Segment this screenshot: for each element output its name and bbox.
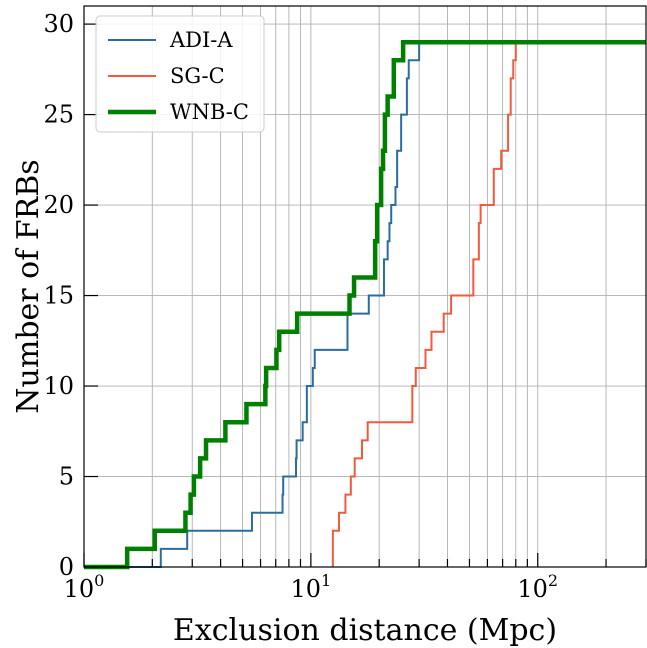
tick-labels: 0 5 10 15 20 25 30 100 101 102 xyxy=(43,10,558,603)
legend-box xyxy=(95,15,265,133)
y-tick-label: 25 xyxy=(43,101,74,129)
y-axis-label: Number of FRBs xyxy=(11,159,46,413)
y-tick-label: 30 xyxy=(43,10,74,38)
series-adi-a-line xyxy=(84,41,646,568)
y-tick-label: 20 xyxy=(43,191,74,219)
x-tick-label: 101 xyxy=(291,571,332,603)
y-tick-label: 15 xyxy=(43,282,74,310)
plot-frame xyxy=(83,5,647,568)
series-wnb-c-line xyxy=(84,39,646,570)
legend-label: ADI-A xyxy=(169,28,233,52)
y-tick-label: 10 xyxy=(43,372,74,400)
series-sg-c-line xyxy=(331,42,517,567)
y-tick-label: 5 xyxy=(59,463,74,491)
x-tick-label: 102 xyxy=(517,571,558,603)
legend-label: WNB-C xyxy=(170,100,249,124)
legend: ADI-A SG-C WNB-C xyxy=(95,15,265,133)
legend-label: SG-C xyxy=(170,64,225,88)
series-layer xyxy=(84,39,646,570)
x-axis-label: Exclusion distance (Mpc) xyxy=(173,613,557,648)
y-tick-label: 0 xyxy=(59,553,74,581)
x-tick-label: 100 xyxy=(64,571,105,603)
